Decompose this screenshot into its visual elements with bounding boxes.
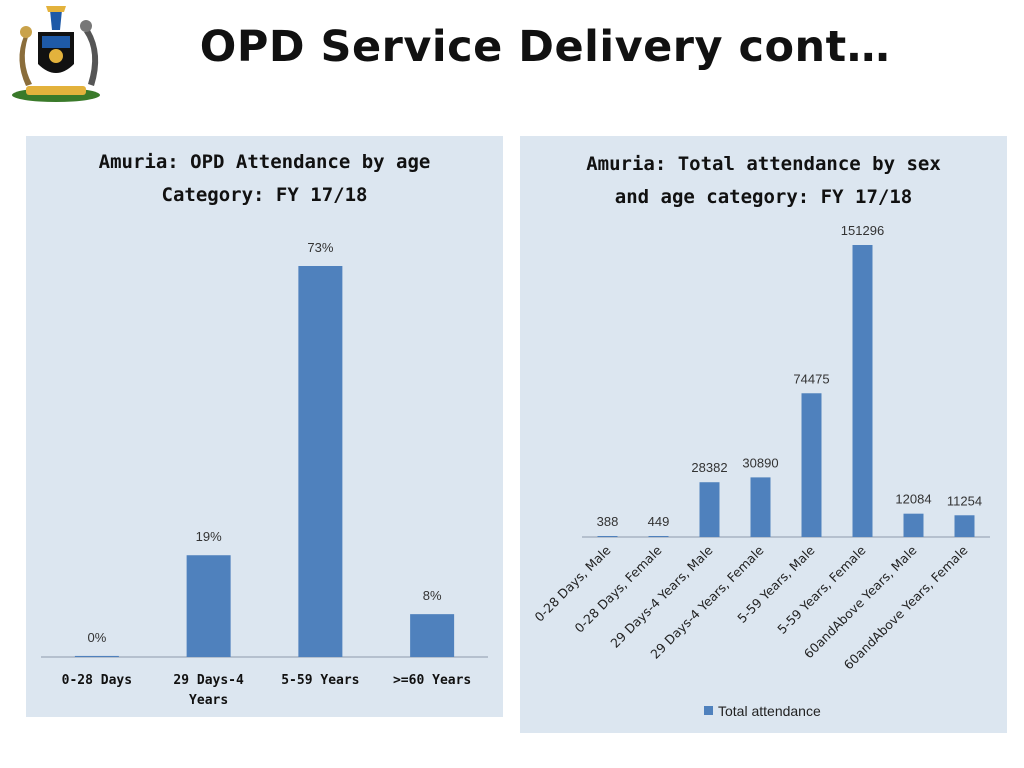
age-chart-data-label: 0% [87,630,106,645]
legend-label: Total attendance [718,703,821,719]
sex-age-chart-bar [597,536,618,537]
sex-age-chart-data-label: 11254 [947,493,982,508]
sex-age-chart-bar [903,513,924,537]
sex-age-chart-bar [648,536,669,537]
sex-age-chart-data-label: 28382 [691,460,727,475]
age-attendance-chart: 0% 0-28 Days 19% 29 Days-4 Years 73% 5-59 Year… [41,240,488,708]
sex-age-chart-tick-label: 5-59 Years, Female [774,542,869,637]
sex-age-chart-data-label: 12084 [895,492,931,507]
sex-age-chart-data-label: 74475 [793,371,829,386]
age-chart-bar [410,614,455,657]
age-chart-tick-label: Years [189,693,228,708]
age-chart-tick-label: 29 Days-4 [173,673,244,688]
age-attendance-chart-panel: Amuria: OPD Attendance by age Category: … [26,136,503,717]
sex-age-chart-data-label: 449 [648,514,670,529]
sex-age-chart-bar [801,393,822,537]
age-chart-data-label: 8% [423,588,442,603]
age-chart-bar [74,655,119,657]
age-chart-tick-label: 5-59 Years [281,673,359,688]
sex-age-chart-data-label: 30890 [742,455,778,470]
sex-age-chart-tick-label: 0-28 Days, Female [572,542,665,635]
sex-age-chart-data-label: 388 [597,514,619,529]
age-chart-bar [186,555,231,657]
age-chart-tick-label: 0-28 Days [62,673,132,688]
legend-swatch [704,706,713,715]
age-chart-data-label: 73% [307,240,333,255]
age-chart-data-label: 19% [196,529,222,544]
slide-title: OPD Service Delivery cont… [199,22,891,72]
sex-age-chart-title-line2: and age category: FY 17/18 [614,186,913,208]
sex-age-chart-bar [750,477,771,537]
sex-age-chart-title-line1: Amuria: Total attendance by sex [586,153,941,175]
age-chart-tick-label: >=60 Years [393,673,471,688]
age-chart-title-line1: Amuria: OPD Attendance by age [98,151,431,173]
sex-age-chart-bar [699,482,720,537]
coat-of-arms-logo [12,6,100,102]
age-chart-bar [298,266,343,657]
sex-age-attendance-chart-panel: Amuria: Total attendance by sex and age … [520,136,1007,733]
sex-age-chart-tick-label: 29 Days-4 Years, Male [607,542,715,650]
sex-age-chart-data-label: 151296 [841,223,884,238]
sex-age-chart-bar [954,515,975,537]
age-chart-title-line2: Category: FY 17/18 [161,184,368,206]
sex-age-chart-bar [852,245,873,537]
